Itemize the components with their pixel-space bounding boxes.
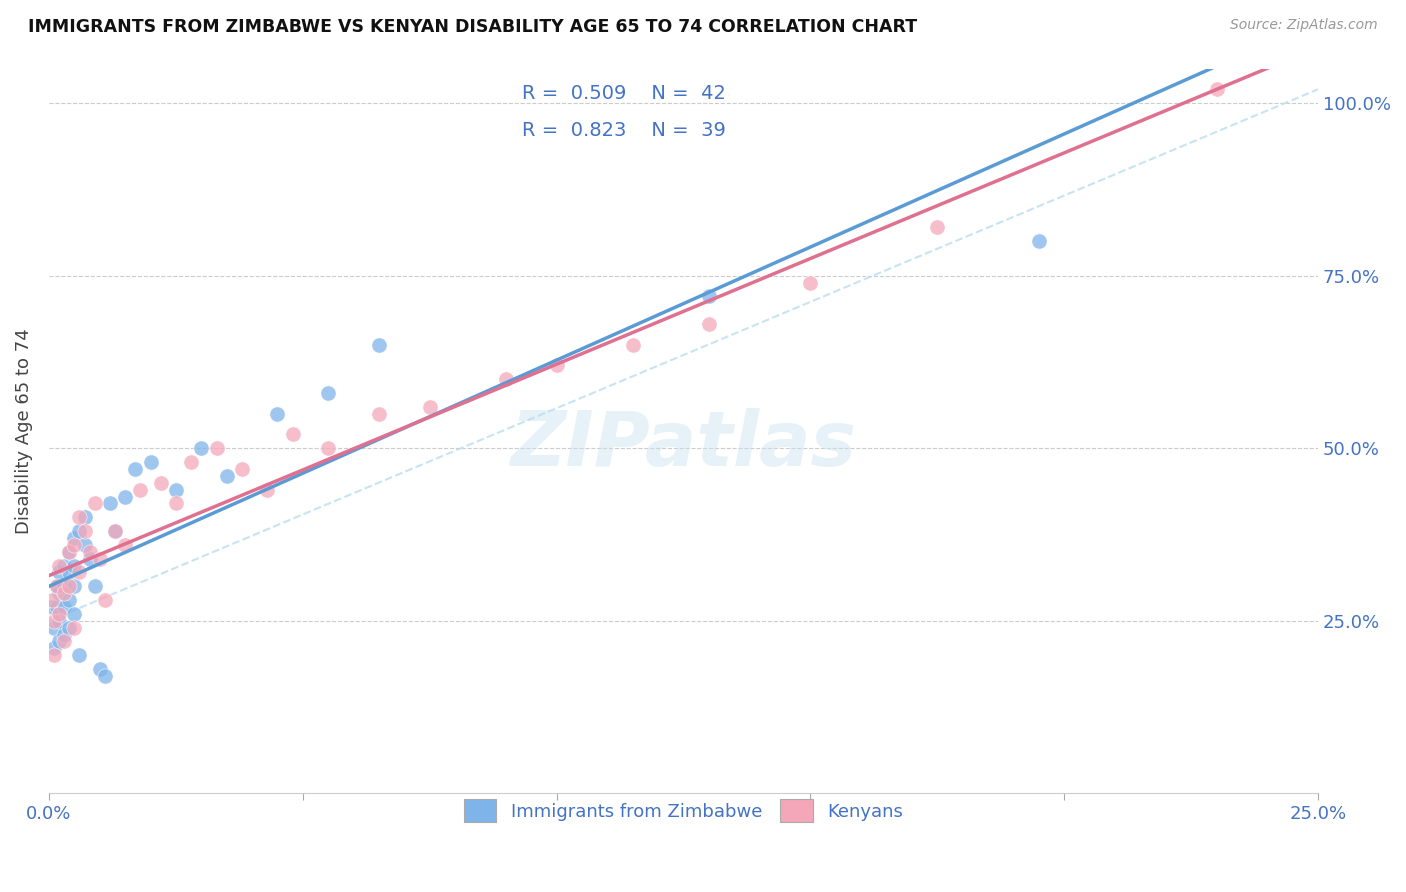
Point	[53, 627, 76, 641]
Point	[190, 441, 212, 455]
Text: IMMIGRANTS FROM ZIMBABWE VS KENYAN DISABILITY AGE 65 TO 74 CORRELATION CHART: IMMIGRANTS FROM ZIMBABWE VS KENYAN DISAB…	[28, 18, 917, 36]
Point	[53, 579, 76, 593]
Point	[281, 427, 304, 442]
Point	[94, 669, 117, 683]
Point	[63, 558, 86, 573]
Point	[129, 483, 152, 497]
Point	[58, 621, 80, 635]
Point	[927, 220, 949, 235]
Point	[149, 475, 172, 490]
Point	[165, 483, 187, 497]
Point	[53, 558, 76, 573]
Point	[1205, 82, 1227, 96]
Point	[67, 648, 90, 663]
Point	[48, 607, 70, 621]
Point	[58, 545, 80, 559]
Point	[114, 538, 136, 552]
Point	[89, 662, 111, 676]
Point	[316, 386, 339, 401]
Point	[58, 545, 80, 559]
Point	[799, 276, 821, 290]
Text: Source: ZipAtlas.com: Source: ZipAtlas.com	[1230, 18, 1378, 32]
Point	[53, 634, 76, 648]
Point	[79, 551, 101, 566]
Point	[256, 483, 278, 497]
Point	[41, 599, 63, 614]
Point	[73, 510, 96, 524]
Point	[42, 621, 65, 635]
Point	[697, 289, 720, 303]
Point	[114, 490, 136, 504]
Point	[368, 407, 391, 421]
Point	[83, 496, 105, 510]
Point	[67, 510, 90, 524]
Point	[89, 551, 111, 566]
Point	[139, 455, 162, 469]
Point	[104, 524, 127, 538]
Point	[94, 593, 117, 607]
Point	[41, 593, 63, 607]
Point	[205, 441, 228, 455]
Point	[79, 545, 101, 559]
Point	[124, 462, 146, 476]
Point	[63, 607, 86, 621]
Point	[621, 337, 644, 351]
Point	[231, 462, 253, 476]
Point	[53, 586, 76, 600]
Point	[48, 634, 70, 648]
Point	[48, 586, 70, 600]
Point	[98, 496, 121, 510]
Text: R =  0.509    N =  42: R = 0.509 N = 42	[523, 85, 727, 103]
Point	[48, 558, 70, 573]
Point	[45, 579, 67, 593]
Point	[63, 621, 86, 635]
Point	[58, 566, 80, 580]
Point	[180, 455, 202, 469]
Point	[73, 524, 96, 538]
Point	[73, 538, 96, 552]
Point	[83, 579, 105, 593]
Point	[67, 566, 90, 580]
Point	[368, 337, 391, 351]
Point	[495, 372, 517, 386]
Point	[58, 593, 80, 607]
Text: ZIPatlas: ZIPatlas	[510, 409, 856, 483]
Point	[63, 579, 86, 593]
Point	[45, 579, 67, 593]
Y-axis label: Disability Age 65 to 74: Disability Age 65 to 74	[15, 328, 32, 533]
Point	[546, 359, 568, 373]
Point	[48, 566, 70, 580]
Point	[1028, 234, 1050, 248]
Point	[697, 317, 720, 331]
Point	[63, 531, 86, 545]
Point	[53, 599, 76, 614]
Point	[42, 641, 65, 656]
Point	[104, 524, 127, 538]
Point	[215, 468, 238, 483]
Point	[63, 538, 86, 552]
Point	[48, 614, 70, 628]
Point	[42, 614, 65, 628]
Point	[45, 599, 67, 614]
Point	[42, 648, 65, 663]
Text: R =  0.823    N =  39: R = 0.823 N = 39	[523, 120, 727, 140]
Legend: Immigrants from Zimbabwe, Kenyans: Immigrants from Zimbabwe, Kenyans	[451, 787, 915, 835]
Point	[58, 579, 80, 593]
Point	[67, 524, 90, 538]
Point	[419, 400, 441, 414]
Point	[165, 496, 187, 510]
Point	[316, 441, 339, 455]
Point	[266, 407, 288, 421]
